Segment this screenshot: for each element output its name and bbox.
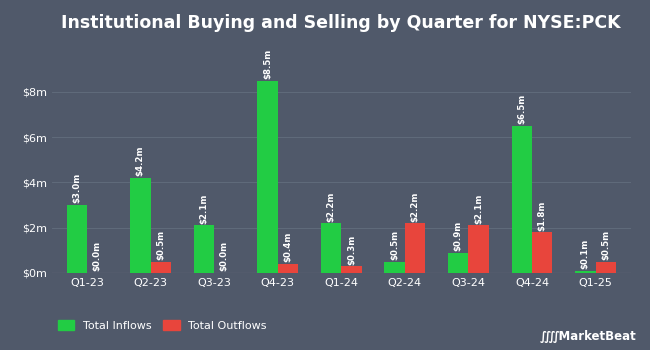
Text: $0.0m: $0.0m [93,241,101,271]
Text: $3.0m: $3.0m [72,173,81,203]
Text: $8.5m: $8.5m [263,49,272,79]
Text: $6.5m: $6.5m [517,94,526,124]
Text: $0.0m: $0.0m [220,241,229,271]
Text: $0.5m: $0.5m [601,230,610,260]
Text: $0.1m: $0.1m [581,239,590,269]
Text: $2.2m: $2.2m [326,191,335,222]
Bar [469,225,489,273]
Text: $0.9m: $0.9m [454,221,463,251]
Bar [278,264,298,273]
Bar [575,271,595,273]
Text: $2.1m: $2.1m [474,194,483,224]
Text: $0.5m: $0.5m [156,230,165,260]
Text: $0.3m: $0.3m [347,234,356,265]
Bar [321,223,341,273]
Bar [532,232,552,273]
Bar [130,178,151,273]
Bar [257,80,278,273]
Text: $1.8m: $1.8m [538,200,547,231]
Text: $0.5m: $0.5m [390,230,399,260]
Text: ⨌MarketBeat: ⨌MarketBeat [540,330,637,343]
Text: $2.1m: $2.1m [200,194,209,224]
Bar [448,253,469,273]
Bar [405,223,425,273]
Title: Institutional Buying and Selling by Quarter for NYSE:PCK: Institutional Buying and Selling by Quar… [62,14,621,32]
Bar [151,262,171,273]
Text: $4.2m: $4.2m [136,146,145,176]
Legend: Total Inflows, Total Outflows: Total Inflows, Total Outflows [58,320,267,331]
Text: $2.2m: $2.2m [411,191,419,222]
Bar [341,266,361,273]
Bar [595,262,616,273]
Bar [66,205,87,273]
Bar [194,225,214,273]
Bar [385,262,405,273]
Text: $0.4m: $0.4m [283,232,292,262]
Bar [512,126,532,273]
